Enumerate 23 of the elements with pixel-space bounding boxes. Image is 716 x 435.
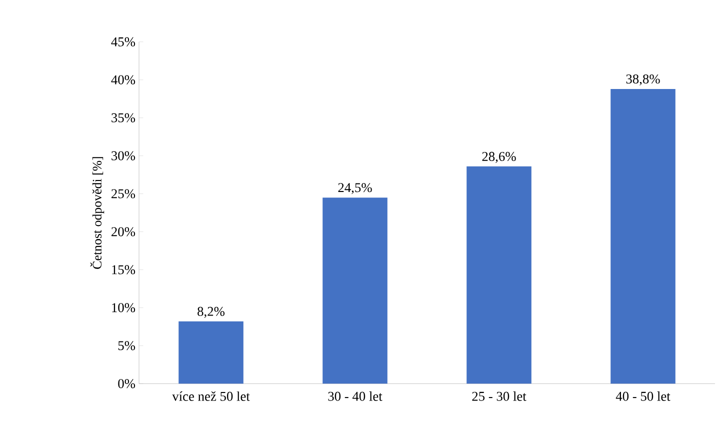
x-tick-label: 30 - 40 let (328, 391, 382, 401)
y-tick-label: 10% (112, 302, 136, 312)
data-label: 8,2% (198, 306, 225, 318)
bar (322, 197, 388, 384)
bar (466, 166, 532, 384)
bar (178, 321, 244, 384)
y-tick-label: 30% (112, 151, 136, 160)
data-label: 28,6% (482, 152, 516, 163)
y-tick-label: 45% (111, 37, 136, 46)
y-tick-label: 0% (118, 378, 136, 388)
data-label: 38,8% (626, 74, 660, 86)
y-tick-label: 15% (112, 264, 136, 274)
y-axis-title: Četnost odpovědi [%] (90, 156, 104, 269)
y-tick-label: 20% (112, 226, 136, 236)
x-tick-label: 40 - 50 let (616, 391, 670, 401)
x-tick-label: 25 - 30 let (472, 391, 526, 401)
y-tick-label: 35% (112, 113, 136, 122)
y-tick-label: 5% (118, 340, 136, 350)
x-tick-label: více než 50 let (172, 391, 250, 401)
bar (610, 88, 676, 384)
y-tick-label: 25% (112, 188, 136, 198)
y-tick-label: 40% (111, 75, 136, 84)
data-label: 24,5% (338, 182, 372, 194)
